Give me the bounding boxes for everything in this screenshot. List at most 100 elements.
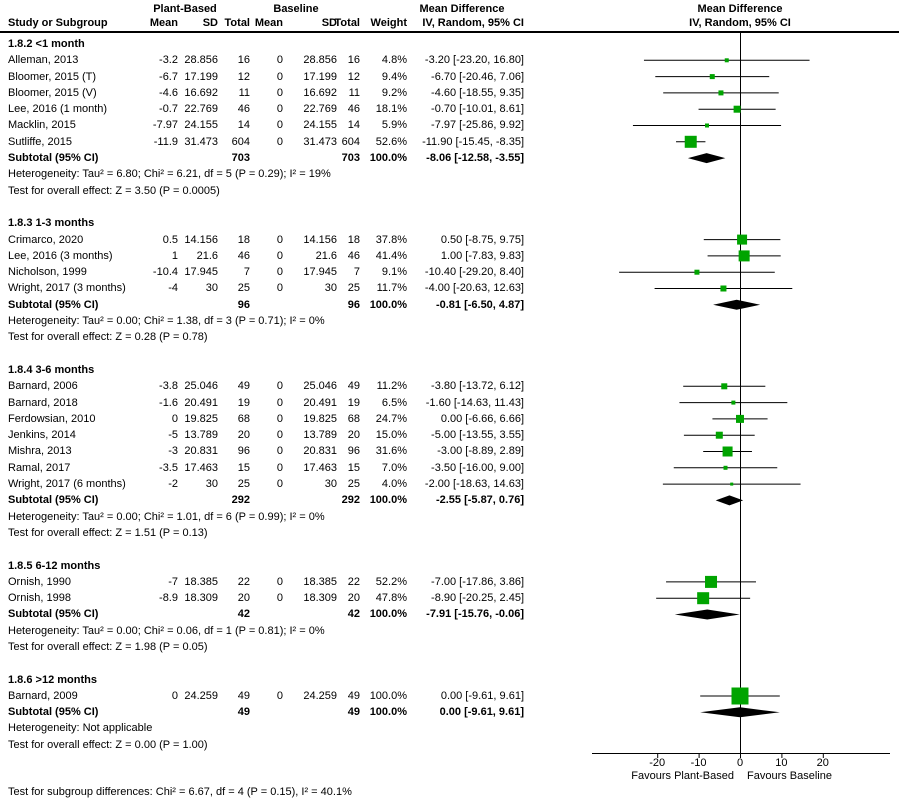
study-name: Bloomer, 2015 (T) [8, 70, 97, 83]
column-header-mean-base: Mean [254, 17, 283, 29]
plant-sd: 20.491 [184, 396, 218, 409]
weight-value: 18.1% [375, 103, 407, 116]
weight-value: 52.2% [375, 575, 407, 588]
baseline-sd: 22.769 [303, 103, 337, 116]
weight-value: 6.5% [381, 396, 407, 409]
baseline-sd: 30 [324, 478, 337, 491]
subtotal-plant-total: 96 [237, 298, 250, 311]
column-group-baseline: Baseline [273, 3, 319, 15]
subtotal-plant-total: 49 [237, 706, 250, 719]
ci-text: -7.97 [-25.86, 9.92] [431, 119, 524, 132]
overall-effect-row: Test for overall effect: Z = 0.00 (P = 1… [0, 737, 899, 753]
section-header-row: 1.8.6 >12 months [0, 672, 899, 688]
baseline-mean: 0 [276, 412, 283, 425]
baseline-total: 7 [353, 266, 360, 279]
study-row: Barnard, 2018 -1.6 20.491 19 0 20.491 19 6.5% -1… [0, 395, 899, 411]
section-header-row: 1.8.2 <1 month [0, 36, 899, 52]
plant-mean: -5 [168, 429, 178, 442]
section-label: 1.8.3 1-3 months [8, 217, 95, 230]
study-name: Barnard, 2018 [8, 396, 78, 409]
subtotal-baseline-total: 703 [341, 152, 360, 165]
plant-total: 19 [237, 396, 250, 409]
baseline-sd: 24.155 [303, 119, 337, 132]
baseline-mean: 0 [276, 103, 283, 116]
subtotal-ci-text: -8.06 [-12.58, -3.55] [426, 152, 524, 165]
subtotal-weight: 100.0% [369, 608, 407, 621]
plant-total: 12 [237, 70, 250, 83]
plant-sd: 19.825 [184, 412, 218, 425]
ci-text: -7.00 [-17.86, 3.86] [431, 575, 524, 588]
heterogeneity-text: Heterogeneity: Not applicable [8, 722, 153, 735]
weight-value: 52.6% [375, 135, 407, 148]
study-row: Bloomer, 2015 (V) -4.6 16.692 11 0 16.692 11 9.… [0, 85, 899, 101]
baseline-mean: 0 [276, 266, 283, 279]
baseline-total: 20 [347, 429, 360, 442]
column-header-ci-left: IV, Random, 95% CI [422, 17, 524, 29]
ci-text: -2.00 [-18.63, 14.63] [424, 478, 524, 491]
weight-value: 7.0% [381, 461, 407, 474]
axis-tick-label: 10 [775, 757, 788, 769]
baseline-mean: 0 [276, 429, 283, 442]
plant-sd: 28.856 [184, 54, 218, 67]
plant-mean: -1.6 [159, 396, 178, 409]
subtotal-plant-total: 703 [231, 152, 250, 165]
plant-total: 49 [237, 689, 250, 702]
study-name: Lee, 2016 (3 months) [8, 249, 113, 262]
study-name: Jenkins, 2014 [8, 429, 76, 442]
plant-sd: 18.385 [184, 575, 218, 588]
study-row: Macklin, 2015 -7.97 24.155 14 0 24.155 14 5.9% -… [0, 117, 899, 133]
plant-sd: 18.309 [184, 592, 218, 605]
plant-mean: 0 [171, 412, 178, 425]
subtotal-weight: 100.0% [369, 298, 407, 311]
baseline-total: 46 [347, 103, 360, 116]
section-header-row: 1.8.3 1-3 months [0, 215, 899, 231]
spacer-row [0, 541, 899, 557]
study-name: Wright, 2017 (6 months) [8, 478, 126, 491]
study-name: Ornish, 1998 [8, 592, 71, 605]
weight-value: 100.0% [369, 689, 407, 702]
column-header-ci-right: IV, Random, 95% CI [689, 17, 791, 29]
weight-value: 15.0% [375, 429, 407, 442]
baseline-sd: 20.491 [303, 396, 337, 409]
study-table: 1.8.2 <1 month Alleman, 2013 -3.2 28.856 16 0… [0, 36, 899, 753]
baseline-mean: 0 [276, 86, 283, 99]
plant-mean: -7.97 [152, 119, 178, 132]
study-row: Mishra, 2013 -3 20.831 96 0 20.831 96 31.6% -3.0… [0, 443, 899, 459]
plant-mean: -0.7 [159, 103, 178, 116]
heterogeneity-row: Heterogeneity: Tau² = 0.00; Chi² = 0.06,… [0, 623, 899, 639]
baseline-sd: 31.473 [303, 135, 337, 148]
plant-total: 11 [238, 86, 250, 99]
plant-mean: -6.7 [159, 70, 178, 83]
heterogeneity-text: Heterogeneity: Tau² = 0.00; Chi² = 1.01,… [8, 510, 325, 523]
plant-mean: 0 [171, 689, 178, 702]
study-name: Bloomer, 2015 (V) [8, 86, 97, 99]
ci-text: -5.00 [-13.55, 3.55] [431, 429, 524, 442]
subtotal-label: Subtotal (95% CI) [8, 608, 99, 621]
ci-text: -3.20 [-23.20, 16.80] [424, 54, 524, 67]
spacer-row [0, 199, 899, 215]
plant-total: 46 [237, 103, 250, 116]
plant-mean: -3 [168, 445, 178, 458]
study-name: Ramal, 2017 [8, 461, 71, 474]
subtotal-plant-total: 292 [231, 494, 250, 507]
study-row: Barnard, 2006 -3.8 25.046 49 0 25.046 49 11.2% -… [0, 378, 899, 394]
baseline-sd: 30 [324, 282, 337, 295]
baseline-total: 96 [347, 445, 360, 458]
plant-total: 7 [243, 266, 250, 279]
plant-sd: 30 [205, 282, 218, 295]
baseline-total: 12 [347, 70, 360, 83]
plant-total: 14 [237, 119, 250, 132]
plant-mean: -4 [168, 282, 178, 295]
column-header-sd-plant: SD [202, 17, 218, 29]
plant-total: 18 [237, 233, 250, 246]
mean-difference-title-right: Mean Difference [697, 3, 783, 15]
baseline-sd: 24.259 [303, 689, 337, 702]
plant-mean: -3.8 [159, 380, 178, 393]
study-name: Ornish, 1990 [8, 575, 71, 588]
ci-text: 0.00 [-9.61, 9.61] [440, 689, 524, 702]
column-header-weight: Weight [370, 17, 407, 29]
baseline-total: 49 [347, 380, 360, 393]
axis-tick-label: -10 [690, 757, 707, 769]
plant-mean: -8.9 [159, 592, 178, 605]
ci-text: -3.50 [-16.00, 9.00] [431, 461, 524, 474]
